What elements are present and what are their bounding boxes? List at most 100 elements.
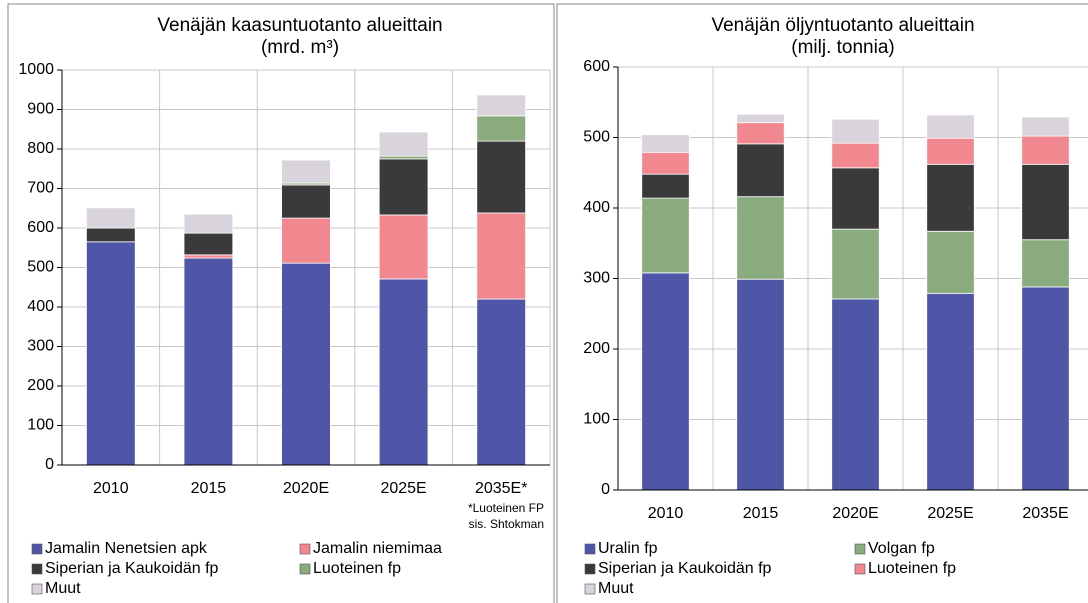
chart-subtitle: (mrd. m³) <box>261 37 339 58</box>
legend-label: Siperian ja Kaukoidän fp <box>45 560 219 577</box>
x-tick-label: 2010 <box>648 505 684 522</box>
y-tick-label: 500 <box>27 259 54 276</box>
x-tick-label: 2010 <box>93 480 129 497</box>
bar-segment <box>1021 239 1070 288</box>
legend-label: Jamalin niemimaa <box>313 540 442 557</box>
bar-segment <box>831 118 880 144</box>
annotation: sis. Shtokman <box>469 517 544 531</box>
y-tick-label: 500 <box>583 129 610 146</box>
bar-segment <box>736 113 785 124</box>
bar-segment <box>476 212 526 300</box>
chart-title: Venäjän kaasuntuotanto alueittain <box>157 15 442 36</box>
x-tick-label: 2025E <box>380 480 426 497</box>
bar-segment <box>736 122 785 145</box>
x-tick-label: 2035E* <box>475 480 528 497</box>
y-tick-label: 600 <box>27 219 54 236</box>
bar-segment <box>281 217 331 264</box>
bar-segment <box>281 262 331 466</box>
legend-swatch <box>31 563 43 575</box>
bar-segment <box>86 227 136 243</box>
x-tick-label: 2025E <box>927 505 973 522</box>
y-tick-label: 400 <box>27 298 54 315</box>
legend-label: Jamalin Nenetsien apk <box>45 540 208 557</box>
bar-segment <box>281 159 331 184</box>
legend-swatch <box>31 543 43 555</box>
legend-label: Volgan fp <box>868 540 935 557</box>
legend-swatch <box>299 563 311 575</box>
bar-segment <box>1021 286 1070 491</box>
bar-segment <box>476 140 526 214</box>
y-tick-label: 700 <box>27 180 54 197</box>
x-tick-label: 2015 <box>191 480 227 497</box>
legend-label: Luoteinen fp <box>313 560 401 577</box>
bar-segment <box>736 278 785 491</box>
y-tick-label: 200 <box>27 377 54 394</box>
panel-border <box>7 3 555 603</box>
bar-segment <box>378 131 429 157</box>
bar-segment <box>378 155 429 160</box>
legend-swatch <box>854 543 866 555</box>
bar-segment <box>1021 135 1070 165</box>
y-tick-label: 1000 <box>18 61 54 78</box>
y-tick-label: 900 <box>27 101 54 118</box>
x-tick-label: 2015 <box>743 505 779 522</box>
x-tick-label: 2020E <box>832 505 878 522</box>
bar-segment <box>831 228 880 300</box>
bar-segment <box>831 142 880 169</box>
bar-segment <box>831 167 880 230</box>
bar-segment <box>926 230 975 294</box>
bar-segment <box>476 94 526 117</box>
bar-segment <box>926 163 975 232</box>
legend-label: Uralin fp <box>598 540 658 557</box>
bar-segment <box>641 272 690 491</box>
y-tick-label: 300 <box>583 270 610 287</box>
bar-segment <box>641 197 690 274</box>
legend-swatch <box>584 543 596 555</box>
y-tick-label: 600 <box>583 58 610 75</box>
bar-segment <box>378 214 429 280</box>
legend-label: Muut <box>45 580 81 597</box>
legend-swatch <box>299 543 311 555</box>
chart-title: Venäjän öljyntuotanto alueittain <box>711 15 974 36</box>
bar-segment <box>183 254 234 259</box>
chart-subtitle: (milj. tonnia) <box>791 37 894 58</box>
bar-segment <box>86 241 136 466</box>
bar-segment <box>281 184 331 219</box>
bar-segment <box>378 158 429 216</box>
legend-label: Muut <box>598 580 634 597</box>
bar-segment <box>641 134 690 153</box>
legend-swatch <box>31 583 43 595</box>
panel-border <box>556 3 1088 603</box>
y-tick-label: 800 <box>27 140 54 157</box>
bar-segment <box>476 298 526 466</box>
x-tick-label: 2035E <box>1022 505 1068 522</box>
bar-segment <box>86 207 136 229</box>
bar-segment <box>1021 116 1070 137</box>
bar-segment <box>641 173 690 199</box>
y-tick-label: 100 <box>27 417 54 434</box>
y-tick-label: 100 <box>583 411 610 428</box>
bar-segment <box>183 232 234 256</box>
y-tick-label: 0 <box>601 481 610 498</box>
x-tick-label: 2020E <box>283 480 329 497</box>
bar-segment <box>736 143 785 198</box>
y-tick-label: 400 <box>583 199 610 216</box>
legend-label: Siperian ja Kaukoidän fp <box>598 560 772 577</box>
bar-segment <box>926 114 975 139</box>
bar-segment <box>476 115 526 142</box>
legend-swatch <box>584 563 596 575</box>
y-tick-label: 0 <box>45 456 54 473</box>
bar-segment <box>831 298 880 491</box>
y-tick-label: 200 <box>583 340 610 357</box>
bar-segment <box>378 278 429 466</box>
legend-swatch <box>584 583 596 595</box>
bar-segment <box>183 213 234 234</box>
annotation: *Luoteinen FP <box>468 501 544 515</box>
legend-swatch <box>854 563 866 575</box>
bar-segment <box>183 257 234 466</box>
bar-segment <box>926 137 975 165</box>
bar-segment <box>926 292 975 491</box>
bar-segment <box>1021 163 1070 241</box>
y-tick-label: 300 <box>27 338 54 355</box>
